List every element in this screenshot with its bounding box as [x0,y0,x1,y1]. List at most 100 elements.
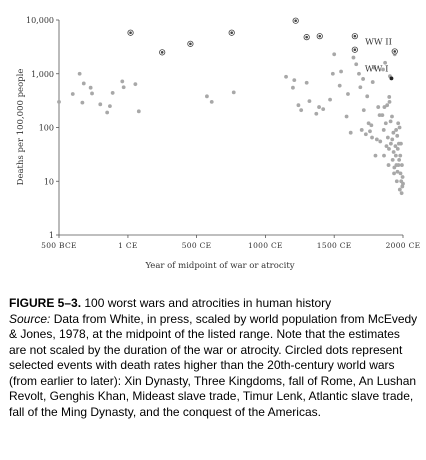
data-point [398,171,403,176]
data-point [366,121,371,126]
data-point [90,91,94,96]
data-point [395,146,400,151]
data-point [304,80,309,85]
data-point [133,82,138,87]
data-point [399,163,404,167]
data-point [296,103,301,108]
caption-title: 100 worst wars and atrocities in human h… [81,296,332,310]
data-point [385,103,390,108]
data-point [361,108,366,113]
data-point [209,99,214,104]
data-point [374,137,379,142]
data-point [382,153,386,158]
data-point [390,114,394,119]
data-point [120,79,125,84]
x-axis-label: Year of midpoint of war or atrocity [144,261,294,271]
data-point [380,113,385,118]
data-point [399,141,403,146]
caption-figure-label: FIGURE 5–3. [9,296,82,310]
data-point [321,107,326,111]
circled-data-point [351,33,358,40]
data-point [400,175,405,179]
figure-caption: FIGURE 5–3. 100 worst wars and atrocitie… [9,296,419,420]
data-point [357,71,361,76]
data-point [381,128,386,132]
data-point [231,90,236,95]
data-point [351,55,356,60]
annotation-label: WW II [365,37,392,47]
circled-data-point [127,29,134,36]
annotations: WW II WW I [365,37,394,81]
annotation-label: WW I [365,64,389,74]
data-point [376,105,381,109]
circled-data-point [303,34,310,41]
data-point [332,52,337,57]
data-point [390,137,395,142]
circled-data-point [351,46,358,53]
circled-data-point [187,40,194,47]
data-point [394,179,399,184]
data-point [381,67,385,72]
data-point [105,110,110,115]
circled-data-point [228,29,235,36]
circled-data-point [391,48,398,55]
data-point [383,60,388,65]
data-point [370,135,374,140]
data-point [378,139,383,144]
y-tick-label: 1,000 [31,70,54,79]
data-point [397,187,402,192]
data-point [393,144,398,149]
y-axis-label: Deaths per 100,000 people [16,69,26,186]
y-tick-label: 10,000 [26,16,54,25]
data-point [292,78,297,83]
data-point [337,83,342,88]
data-point [391,130,396,135]
data-point [392,171,396,176]
data-point [397,125,402,130]
scatter-chart: 1 10 100 1,000 10,000 500 BCE 1 CE 500 CE 1000 … [16,16,420,271]
caption-source-label: Source: [9,311,51,326]
y-axis-ticks: 1 10 100 1,000 10,000 [26,16,59,240]
caption-source-text: Data from White, in press, scaled by wor… [9,311,418,419]
data-point [399,191,404,196]
data-point [368,129,372,134]
data-point [330,71,335,76]
data-point [110,91,115,95]
data-point [388,119,393,124]
data-point [307,99,312,103]
data-point [359,128,364,132]
data-point [361,77,365,81]
data-point [363,132,368,137]
data-point [291,85,295,90]
data-point [339,69,343,74]
x-tick-label: 1500 CE [317,241,352,250]
circled-data-point [316,33,323,40]
plot-frame [58,20,403,236]
x-tick-label: 1 CE [118,241,138,250]
data-point [354,62,359,67]
data-point [348,130,353,135]
data-point [396,121,401,126]
data-point [395,169,400,174]
data-point [70,92,75,96]
x-tick-label: 500 CE [182,241,212,250]
data-point [401,181,405,186]
data-point [373,153,378,158]
data-point [386,163,391,167]
data-point [398,153,403,158]
data-point [299,108,304,113]
y-tick-label: 10 [44,177,54,186]
circled-data-point [292,17,299,24]
y-tick-label: 100 [39,124,54,133]
circled-data-point [159,49,166,56]
data-point [387,146,391,151]
data-point [98,102,103,107]
data-point [88,85,93,90]
data-point [358,85,363,90]
data-point [385,135,390,140]
data-point [377,113,382,118]
x-tick-label: 500 BCE [41,241,77,250]
data-point [387,95,392,99]
data-point [365,94,370,99]
data-point [284,74,288,79]
